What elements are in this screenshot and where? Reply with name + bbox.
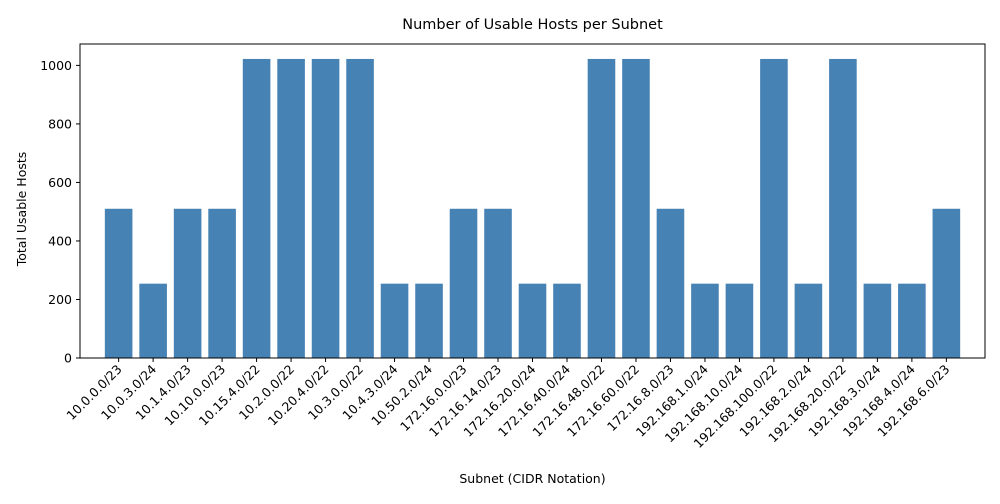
bar-0 <box>104 208 133 358</box>
bar-16 <box>656 208 685 358</box>
bar-1 <box>139 283 167 358</box>
y-tick-label-5: 1000 <box>40 58 72 73</box>
bar-18 <box>725 283 754 358</box>
bar-10 <box>449 208 478 358</box>
bar-19 <box>760 58 788 358</box>
y-tick-label-4: 800 <box>48 116 72 131</box>
x-axis-ticks: 10.0.0.0/2310.0.3.0/2410.1.4.0/2310.10.0… <box>63 358 952 451</box>
bar-20 <box>794 283 823 358</box>
bar-23 <box>898 283 926 358</box>
bar-24 <box>932 208 961 358</box>
bar-3 <box>208 208 236 358</box>
bar-2 <box>173 208 202 358</box>
bar-21 <box>829 58 857 358</box>
bar-8 <box>380 283 409 358</box>
bar-7 <box>346 58 374 358</box>
plot-area-frame <box>79 43 986 359</box>
y-tick-label-3: 600 <box>48 175 72 190</box>
y-tick-label-2: 400 <box>48 233 72 248</box>
bar-9 <box>415 283 443 358</box>
y-tick-label-0: 0 <box>64 351 72 366</box>
bar-17 <box>691 283 719 358</box>
bar-14 <box>587 58 616 358</box>
y-tick-label-1: 200 <box>48 292 72 307</box>
bar-12 <box>518 283 547 358</box>
bar-5 <box>277 58 305 358</box>
chart-title: Number of Usable Hosts per Subnet <box>402 17 663 33</box>
bar-15 <box>622 58 650 358</box>
y-axis-ticks: 0 200 400 600 800 1000 <box>40 58 80 366</box>
bar-6 <box>311 58 340 358</box>
bar-11 <box>484 208 512 358</box>
bars-layer <box>104 58 961 358</box>
bar-13 <box>553 283 581 358</box>
bar-22 <box>863 283 892 358</box>
y-axis-label: Total Usable Hosts <box>14 152 29 268</box>
bar-4 <box>242 58 271 358</box>
x-axis-label: Subnet (CIDR Notation) <box>459 471 605 486</box>
